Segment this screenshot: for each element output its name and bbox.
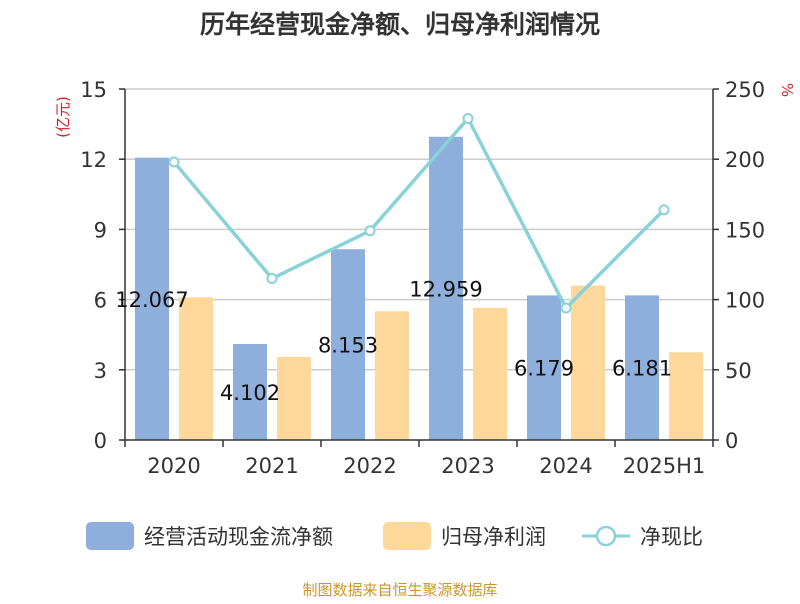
y-right-tick-label: 150 [725, 218, 765, 242]
bar-net-profit [277, 356, 311, 440]
line-cash-ratio [172, 116, 666, 310]
x-tick-label: 2025H1 [623, 454, 706, 478]
bar-cashflow [233, 344, 267, 440]
legend-swatch [383, 522, 431, 550]
legend-swatch-marker [595, 525, 617, 547]
x-tick-label: 2023 [441, 454, 494, 478]
y-axis-right-unit: % [778, 83, 796, 97]
line-point-cash-ratio [658, 204, 670, 216]
legend-label: 净现比 [640, 525, 703, 549]
y-axis-left-unit: (亿元) [54, 96, 72, 138]
y-right-tick-label: 200 [725, 148, 765, 172]
chart-title: 历年经营现金净额、归母净利润情况 [200, 10, 600, 39]
y-right-tick-label: 50 [725, 359, 752, 383]
data-label-cashflow: 8.153 [318, 334, 378, 358]
y-left-tick-label: 15 [80, 78, 107, 102]
data-label-cashflow: 4.102 [220, 381, 280, 405]
legend-swatch [86, 522, 134, 550]
bar-net-profit [375, 311, 409, 440]
bar-net-profit [669, 352, 703, 440]
y-right-tick-label: 0 [725, 429, 738, 453]
line-point-cash-ratio [560, 302, 572, 314]
x-tick-label: 2022 [343, 454, 396, 478]
bar-cashflow [135, 157, 169, 440]
legend-label: 经营活动现金流净额 [144, 525, 333, 549]
y-left-tick-label: 6 [94, 289, 107, 313]
data-label-cashflow: 12.959 [409, 277, 482, 301]
legend-label: 归母净利润 [441, 525, 546, 549]
data-label-cashflow: 6.181 [612, 357, 672, 381]
bar-cashflow [331, 249, 365, 440]
line-point-cash-ratio [168, 156, 180, 168]
bar-cashflow [527, 295, 561, 440]
data-label-cashflow: 6.179 [514, 357, 574, 381]
y-left-tick-label: 12 [80, 148, 107, 172]
line-point-cash-ratio [462, 112, 474, 124]
y-left-tick-label: 9 [94, 218, 107, 242]
line-point-cash-ratio [364, 225, 376, 237]
bar-cashflow [625, 295, 659, 440]
x-tick-label: 2021 [245, 454, 298, 478]
bar-net-profit [571, 285, 605, 440]
data-source-text: 制图数据来自恒生聚源数据库 [302, 581, 497, 599]
x-tick-label: 2024 [539, 454, 592, 478]
y-right-tick-label: 250 [725, 78, 765, 102]
y-right-tick-label: 100 [725, 289, 765, 313]
y-left-tick-label: 0 [94, 429, 107, 453]
bar-net-profit [473, 307, 507, 440]
line-point-cash-ratio [266, 273, 278, 285]
data-label-cashflow: 12.067 [115, 288, 188, 312]
x-tick-label: 2020 [147, 454, 200, 478]
bar-cashflow [429, 136, 463, 440]
y-left-tick-label: 3 [94, 359, 107, 383]
bar-net-profit [179, 297, 213, 440]
